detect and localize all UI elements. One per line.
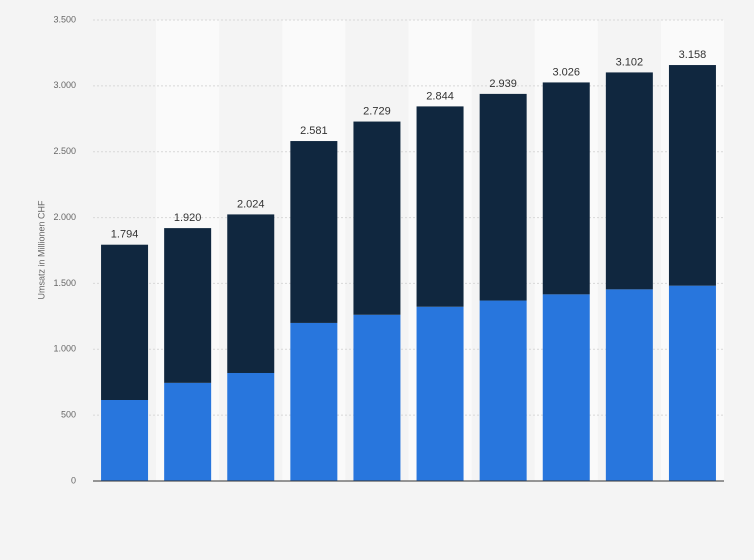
total-label: 2.729	[363, 105, 391, 117]
bar-segment	[353, 314, 401, 481]
y-tick-label: 500	[61, 410, 76, 420]
total-label: 3.102	[616, 56, 644, 68]
bar-segment	[416, 106, 464, 307]
y-tick-label: 1.500	[53, 278, 76, 288]
bar-segment	[101, 399, 149, 481]
y-axis-title: Umsatz in Millionen CHF	[36, 200, 46, 300]
total-label: 1.794	[111, 229, 139, 241]
bar-segment	[290, 322, 338, 481]
bar-segment	[164, 228, 212, 383]
bar-segment	[668, 285, 716, 481]
total-label: 2.581	[300, 125, 328, 137]
bar-segment	[479, 300, 527, 481]
y-tick-label: 2.500	[53, 146, 76, 156]
y-tick-label: 0	[71, 475, 76, 485]
bar-segment	[479, 93, 527, 301]
total-label: 1.920	[174, 212, 202, 224]
bar-segment	[290, 141, 338, 323]
bar-segment	[416, 306, 464, 481]
bar-segment	[605, 72, 653, 290]
y-tick-label: 3.500	[53, 14, 76, 24]
bar-segment	[668, 65, 716, 286]
bar-segment	[542, 82, 590, 295]
bar-segment	[353, 121, 401, 315]
bar-segment	[164, 382, 212, 481]
bar-segment	[227, 214, 275, 373]
bar-segment	[605, 289, 653, 481]
total-label: 2.024	[237, 198, 265, 210]
y-tick-label: 1.000	[53, 344, 76, 354]
y-tick-label: 2.000	[53, 212, 76, 222]
y-tick-label: 3.000	[53, 80, 76, 90]
total-label: 3.026	[552, 66, 580, 78]
bar-segment	[542, 294, 590, 481]
bar-segment	[101, 244, 149, 400]
bar-segment	[227, 372, 275, 481]
total-label: 2.844	[426, 90, 454, 102]
total-label: 3.158	[679, 49, 707, 61]
total-label: 2.939	[489, 78, 517, 90]
